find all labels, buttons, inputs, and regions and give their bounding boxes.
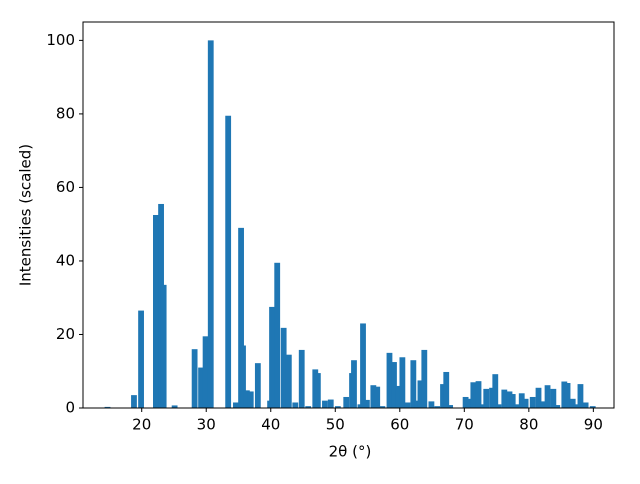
bar bbox=[480, 404, 486, 408]
bar bbox=[589, 406, 596, 408]
x-tick-label: 30 bbox=[197, 416, 216, 434]
x-tick-label: 80 bbox=[519, 416, 538, 434]
bar bbox=[386, 352, 393, 408]
y-tick-label: 0 bbox=[65, 399, 75, 417]
bar bbox=[573, 404, 580, 408]
y-tick-label: 80 bbox=[56, 104, 75, 122]
bar bbox=[191, 349, 198, 408]
y-axis-label: Intensities (scaled) bbox=[17, 144, 35, 286]
bar bbox=[522, 398, 529, 408]
bar bbox=[327, 399, 334, 408]
bar bbox=[569, 398, 576, 408]
bar bbox=[171, 405, 178, 408]
y-tick-label: 60 bbox=[56, 178, 75, 196]
bar bbox=[322, 400, 328, 408]
bar bbox=[240, 345, 246, 408]
bar bbox=[447, 405, 454, 408]
bar bbox=[153, 215, 159, 408]
bar bbox=[492, 374, 499, 408]
bar bbox=[202, 336, 209, 408]
bar bbox=[475, 381, 482, 408]
bar bbox=[428, 401, 435, 408]
bar bbox=[131, 395, 137, 408]
bar bbox=[399, 357, 406, 408]
plot-frame bbox=[82, 21, 615, 409]
bar bbox=[443, 371, 450, 408]
x-axis-label: 2θ (°) bbox=[329, 443, 372, 461]
bar bbox=[370, 385, 377, 408]
x-tick-label: 60 bbox=[390, 416, 409, 434]
bar bbox=[529, 396, 536, 408]
bar bbox=[466, 398, 473, 408]
bar bbox=[410, 360, 417, 408]
bar bbox=[561, 381, 568, 408]
bar bbox=[489, 387, 495, 408]
bar bbox=[298, 349, 305, 408]
y-tick-label: 20 bbox=[56, 325, 75, 343]
bar bbox=[374, 386, 381, 408]
bar bbox=[334, 406, 341, 408]
bar bbox=[535, 387, 542, 408]
bar bbox=[351, 360, 357, 408]
bar bbox=[513, 404, 520, 408]
bar bbox=[404, 402, 411, 408]
bar bbox=[363, 399, 370, 408]
bar bbox=[292, 402, 299, 408]
bar bbox=[577, 384, 584, 408]
bar bbox=[104, 406, 111, 408]
bar bbox=[554, 405, 561, 408]
bar bbox=[280, 327, 287, 408]
bar bbox=[160, 284, 167, 408]
x-tick-label: 50 bbox=[326, 416, 345, 434]
bar bbox=[434, 406, 441, 408]
bar bbox=[314, 373, 321, 408]
bar bbox=[198, 367, 204, 408]
bar bbox=[564, 383, 571, 408]
bar bbox=[138, 310, 144, 408]
y-tick-label: 100 bbox=[46, 31, 75, 49]
bar bbox=[414, 400, 421, 408]
x-tick-label: 70 bbox=[455, 416, 474, 434]
bar bbox=[421, 349, 428, 408]
x-tick-label: 20 bbox=[132, 416, 151, 434]
bar bbox=[518, 393, 525, 408]
bar bbox=[495, 404, 502, 408]
bar bbox=[440, 384, 446, 408]
bar bbox=[360, 323, 366, 408]
bar bbox=[285, 354, 292, 408]
bar bbox=[506, 391, 513, 408]
bar bbox=[274, 262, 281, 408]
bar bbox=[417, 380, 424, 408]
bar bbox=[395, 385, 402, 408]
bar bbox=[540, 401, 547, 408]
bar bbox=[582, 402, 589, 408]
bar bbox=[470, 382, 477, 408]
bar bbox=[233, 402, 239, 408]
bar bbox=[247, 391, 254, 408]
bar bbox=[238, 227, 244, 408]
bar bbox=[305, 406, 312, 408]
bar bbox=[483, 388, 490, 408]
bar bbox=[509, 394, 516, 408]
bar bbox=[550, 388, 557, 408]
y-tick-label: 40 bbox=[56, 251, 75, 269]
bar bbox=[225, 115, 232, 408]
bar bbox=[379, 406, 386, 408]
bar bbox=[391, 362, 397, 408]
bar bbox=[254, 363, 261, 408]
bar bbox=[501, 389, 508, 408]
bar bbox=[207, 40, 214, 408]
bar bbox=[544, 385, 551, 408]
bar bbox=[269, 306, 275, 408]
x-tick-label: 40 bbox=[261, 416, 280, 434]
bar bbox=[243, 390, 250, 408]
x-tick-label: 90 bbox=[584, 416, 603, 434]
bar bbox=[343, 396, 350, 408]
bar bbox=[462, 396, 469, 408]
